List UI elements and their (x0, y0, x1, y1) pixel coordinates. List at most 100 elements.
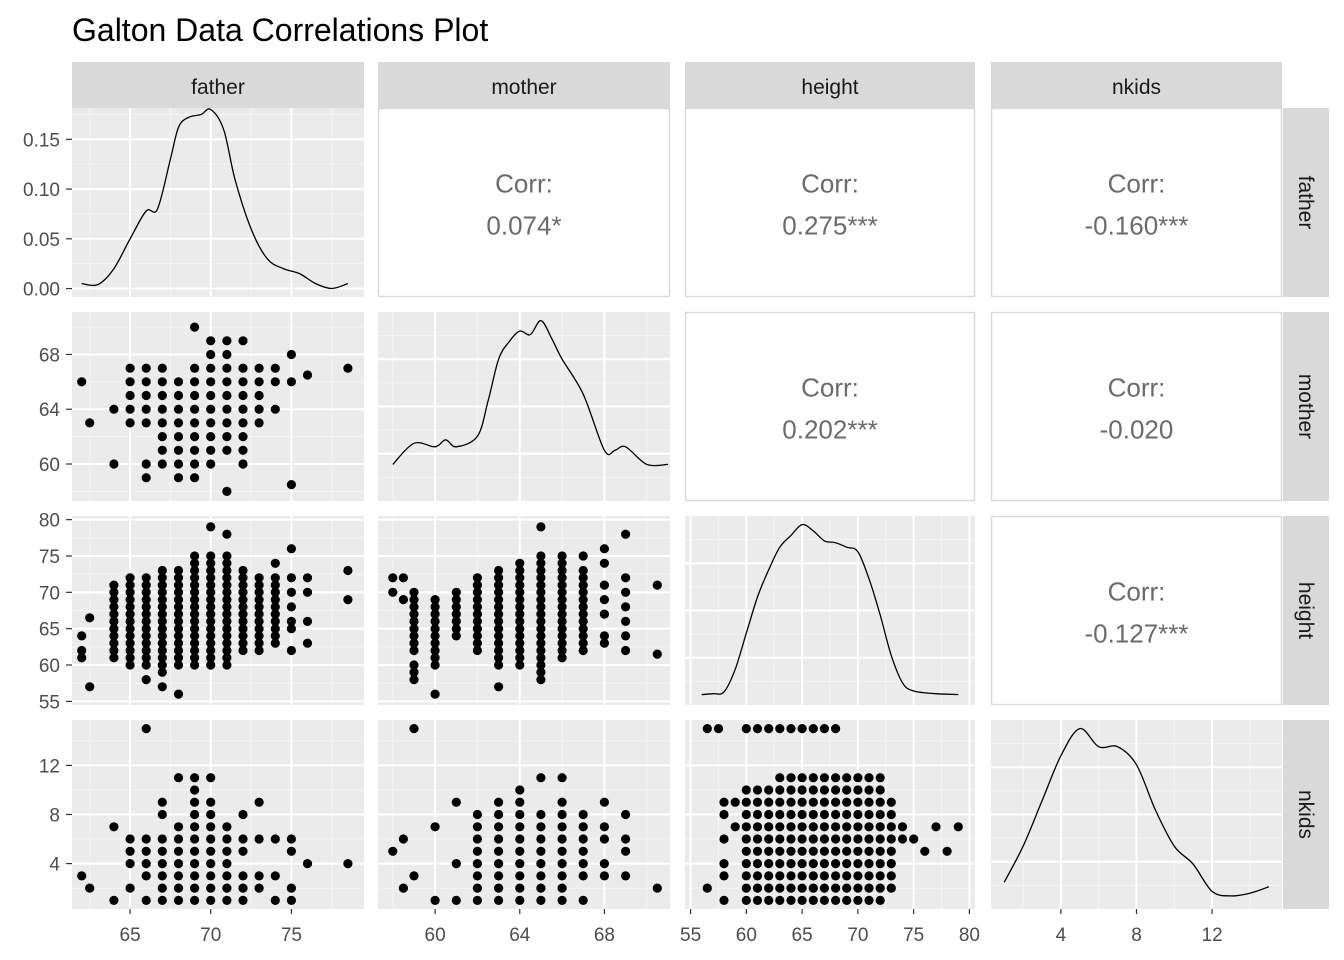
scatter-point (206, 445, 216, 455)
scatter-point (190, 432, 200, 442)
scatter-point (125, 660, 135, 670)
scatter-point (494, 631, 504, 641)
scatter-point (270, 573, 280, 583)
scatter-point (764, 859, 774, 869)
scatter-point (599, 797, 610, 807)
scatter-point (109, 645, 119, 656)
scatter-point (775, 724, 785, 734)
scatter-point (752, 859, 763, 869)
right-strip-father: father (1283, 108, 1329, 297)
scatter-point (270, 609, 280, 619)
scatter-point (494, 595, 504, 605)
scatter-point (141, 609, 151, 619)
scatter-point (853, 895, 863, 906)
scatter-point (254, 377, 264, 387)
scatter-point (409, 609, 419, 619)
scatter-point (578, 602, 588, 612)
scatter-point (764, 846, 774, 856)
scatter-point (536, 675, 546, 685)
scatter-point (875, 822, 885, 832)
scatter-point (222, 573, 232, 583)
scatter-point (494, 871, 504, 881)
scatter-point (472, 895, 482, 906)
scatter-point (157, 797, 167, 807)
scatter-point (109, 616, 119, 627)
scatter-point (157, 667, 167, 677)
scatter-point (853, 785, 863, 795)
scatter-point (141, 895, 151, 906)
scatter-point (515, 565, 525, 576)
scatter-point (173, 653, 184, 663)
top-strip-height: height (685, 62, 975, 108)
x-tick-label: 55 (680, 925, 701, 946)
scatter-point (741, 846, 751, 856)
scatter-point (864, 773, 874, 783)
scatter-point (764, 822, 774, 832)
strip-label: nkids (1112, 76, 1161, 99)
scatter-point (557, 638, 567, 648)
scatter-point (808, 871, 818, 881)
scatter-point (808, 895, 818, 906)
scatter-point (409, 724, 419, 734)
scatter-point (536, 609, 546, 619)
scatter-point (254, 580, 264, 590)
scatter-point (190, 377, 200, 387)
scatter-point (173, 624, 184, 634)
scatter-point (190, 809, 200, 820)
scatter-point (842, 859, 852, 869)
scatter-point (190, 773, 200, 783)
scatter-point (515, 883, 525, 893)
scatter-point (719, 834, 729, 844)
scatter-point (472, 859, 482, 869)
scatter-point (173, 822, 184, 832)
scatter-point (741, 785, 751, 795)
scatter-point (741, 895, 751, 906)
scatter-point (853, 859, 863, 869)
scatter-point (808, 834, 818, 844)
scatter-point (557, 797, 567, 807)
scatter-point (764, 834, 774, 844)
scatter-point (819, 797, 830, 807)
scatter-point (578, 565, 588, 576)
scatter-point (451, 602, 461, 612)
scatter-point (409, 667, 419, 677)
scatter-point (875, 834, 885, 844)
scatter-point (797, 809, 807, 820)
scatter-point (494, 653, 504, 663)
scatter-point (515, 587, 525, 597)
scatter-point (752, 785, 763, 795)
scatter-point (206, 624, 216, 634)
scatter-point (141, 724, 151, 734)
scatter-point (557, 895, 567, 906)
scatter-point (157, 653, 167, 663)
scatter-point (494, 660, 504, 670)
y-tick-label: 68 (39, 345, 60, 366)
scatter-point (451, 616, 461, 627)
scatter-point (125, 404, 135, 414)
scatter-point (752, 846, 763, 856)
scatter-point (557, 595, 567, 605)
density-line-height (701, 523, 959, 696)
scatter-point (557, 846, 567, 856)
chart-title: Galton Data Correlations Plot (72, 12, 488, 48)
scatter-point (515, 558, 525, 568)
scatter-point (472, 809, 482, 820)
scatter-point (206, 522, 216, 532)
strip-background (378, 62, 670, 108)
scatter-point (238, 609, 248, 619)
scatter-point (157, 609, 167, 619)
x-tick-label: 4 (1056, 925, 1067, 946)
scatter-point (842, 871, 852, 881)
scatter-point (302, 616, 313, 627)
scatter-point (764, 883, 774, 893)
scatter-point (909, 834, 919, 844)
scatter-point (173, 565, 184, 576)
scatter-point (853, 809, 863, 820)
scatter-point (190, 822, 200, 832)
scatter-point (578, 895, 588, 906)
scatter-point (85, 883, 95, 893)
scatter-point (578, 580, 588, 590)
scatter-point (797, 871, 807, 881)
scatter-point (536, 645, 546, 656)
top-strip-nkids: nkids (991, 62, 1282, 108)
